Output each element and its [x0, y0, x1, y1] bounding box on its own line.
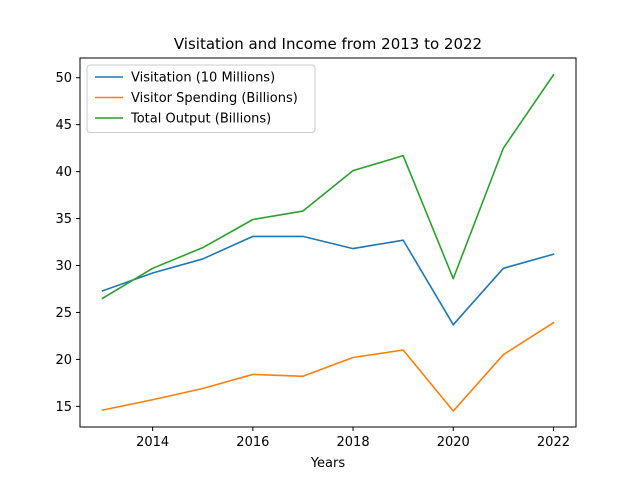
y-tick-label: 15	[55, 400, 72, 415]
series-line-2	[101, 321, 555, 412]
plot-marks	[101, 73, 555, 412]
x-tick-label: 2020	[437, 435, 470, 450]
plot-axes: 2014 2016 2018 2020 2022 15 20 25 30 35 40 45 50	[55, 57, 577, 450]
legend-entry-1: Visitation (10 Millions)	[131, 71, 275, 86]
legend-entry-2: Visitor Spending (Billions)	[131, 91, 298, 106]
y-tick-label: 20	[55, 353, 72, 368]
y-tick-label: 30	[55, 259, 72, 274]
y-tick-label: 25	[55, 306, 72, 321]
x-tick-label: 2014	[136, 435, 169, 450]
x-axis-label: Years	[310, 456, 346, 471]
x-tick-label: 2016	[236, 435, 269, 450]
legend: Visitation (10 Millions) Visitor Spending…	[86, 64, 316, 133]
x-tick-label: 2018	[337, 435, 370, 450]
y-tick-label: 50	[55, 71, 72, 86]
y-tick-label: 40	[55, 165, 72, 180]
series-line-3	[101, 73, 555, 300]
series-line-1	[101, 235, 555, 326]
y-tick-label: 45	[55, 118, 72, 133]
legend-entry-3: Total Output (Billions)	[130, 112, 271, 127]
y-tick-label: 35	[55, 212, 72, 227]
legend-box	[86, 64, 316, 133]
x-tick-label: 2022	[537, 435, 570, 450]
plot-frame	[79, 57, 577, 428]
chart-title: Visitation and Income from 2013 to 2022	[174, 35, 482, 53]
